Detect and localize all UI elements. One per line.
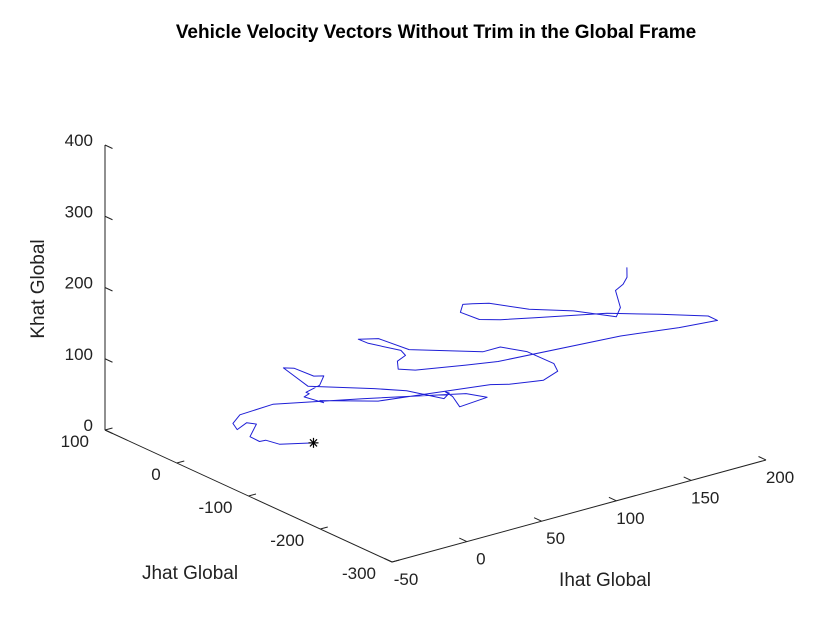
start-marker <box>308 437 319 448</box>
z-tick-label: 300 <box>65 202 93 221</box>
z-tick-label: 200 <box>65 274 93 293</box>
y-tick-label: 100 <box>61 432 89 451</box>
y-tick-label: -300 <box>342 564 376 583</box>
x-tick-mark <box>533 517 542 522</box>
z-tick-mark <box>104 358 113 363</box>
tick-labels: -500501001502001000-100-200-300010020030… <box>61 131 795 589</box>
x-tick-label: 50 <box>546 529 565 548</box>
y-tick-mark <box>176 460 185 464</box>
y-tick-label: -200 <box>270 531 304 550</box>
z-tick-mark <box>104 144 113 149</box>
z-tick-mark <box>104 215 113 221</box>
y-axis-label: Jhat Global <box>142 563 238 584</box>
ticks <box>104 144 767 563</box>
z-axis-label: Khat Global <box>28 239 49 338</box>
x-tick-label: -50 <box>394 570 419 589</box>
trajectory-line <box>232 267 718 445</box>
plot-area <box>232 267 718 448</box>
x-tick-mark <box>459 537 468 543</box>
x-tick-mark <box>384 558 393 563</box>
x-tick-label: 0 <box>476 550 485 569</box>
z-tick-mark <box>104 287 113 292</box>
y-tick-mark <box>104 427 113 431</box>
y-tick-label: 0 <box>151 465 160 484</box>
y-tick-mark <box>248 493 257 497</box>
x-tick-mark <box>683 476 692 481</box>
start-marker-stroke <box>309 438 318 447</box>
x-tick-label: 200 <box>766 468 794 487</box>
y-tick-mark <box>391 559 400 563</box>
z-tick-label: 400 <box>65 131 93 150</box>
x-axis-line <box>391 459 767 563</box>
y-tick-label: -100 <box>198 498 232 517</box>
y-tick-mark <box>320 526 328 530</box>
x-tick-label: 100 <box>616 509 644 528</box>
x-axis-label: Ihat Global <box>559 570 651 591</box>
x-tick-mark <box>758 456 767 461</box>
chart-title: Vehicle Velocity Vectors Without Trim in… <box>176 22 696 43</box>
z-tick-label: 0 <box>84 416 93 435</box>
z-tick-label: 100 <box>65 345 93 364</box>
z-tick-mark <box>104 429 113 434</box>
x-tick-label: 150 <box>691 488 719 507</box>
x-tick-mark <box>608 496 617 502</box>
